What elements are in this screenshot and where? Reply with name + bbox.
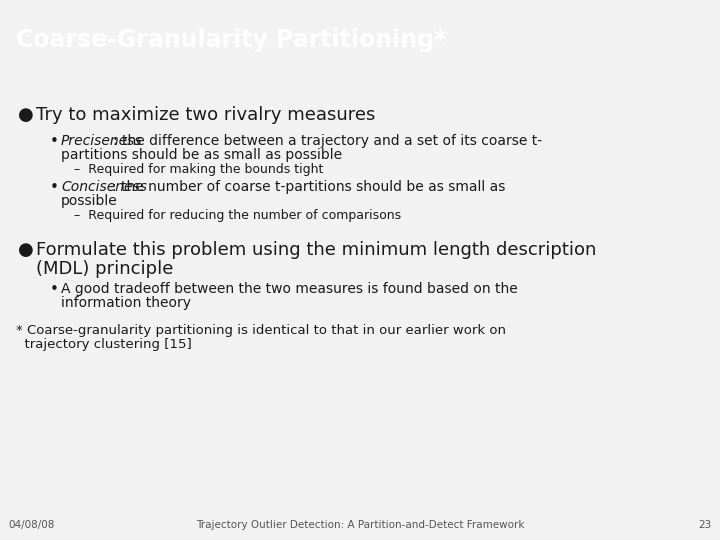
Text: •: •	[50, 134, 59, 149]
Text: Coarse-Granularity Partitioning*: Coarse-Granularity Partitioning*	[16, 28, 446, 52]
Text: 23: 23	[698, 520, 711, 530]
Text: A good tradeoff between the two measures is found based on the: A good tradeoff between the two measures…	[61, 282, 518, 296]
Text: –  Required for making the bounds tight: – Required for making the bounds tight	[74, 163, 323, 176]
Text: Try to maximize two rivalry measures: Try to maximize two rivalry measures	[36, 106, 375, 124]
Text: partitions should be as small as possible: partitions should be as small as possibl…	[61, 148, 342, 162]
Text: trajectory clustering [15]: trajectory clustering [15]	[16, 338, 192, 350]
Text: •: •	[50, 282, 59, 296]
Text: * Coarse-granularity partitioning is identical to that in our earlier work on: * Coarse-granularity partitioning is ide…	[16, 323, 506, 336]
Text: : the difference between a trajectory and a set of its coarse t-: : the difference between a trajectory an…	[113, 134, 542, 148]
Text: Preciseness: Preciseness	[61, 134, 143, 148]
Text: 04/08/08: 04/08/08	[9, 520, 55, 530]
Text: Formulate this problem using the minimum length description: Formulate this problem using the minimum…	[36, 241, 596, 259]
Text: ●: ●	[18, 106, 34, 124]
Text: possible: possible	[61, 194, 118, 208]
Text: : the number of coarse t-partitions should be as small as: : the number of coarse t-partitions shou…	[112, 180, 505, 194]
Text: Conciseness: Conciseness	[61, 180, 147, 194]
Text: Trajectory Outlier Detection: A Partition-and-Detect Framework: Trajectory Outlier Detection: A Partitio…	[196, 520, 524, 530]
Text: •: •	[50, 180, 59, 195]
Text: (MDL) principle: (MDL) principle	[36, 260, 174, 278]
Text: –  Required for reducing the number of comparisons: – Required for reducing the number of co…	[74, 209, 401, 222]
Text: ●: ●	[18, 241, 34, 259]
Text: information theory: information theory	[61, 295, 191, 309]
